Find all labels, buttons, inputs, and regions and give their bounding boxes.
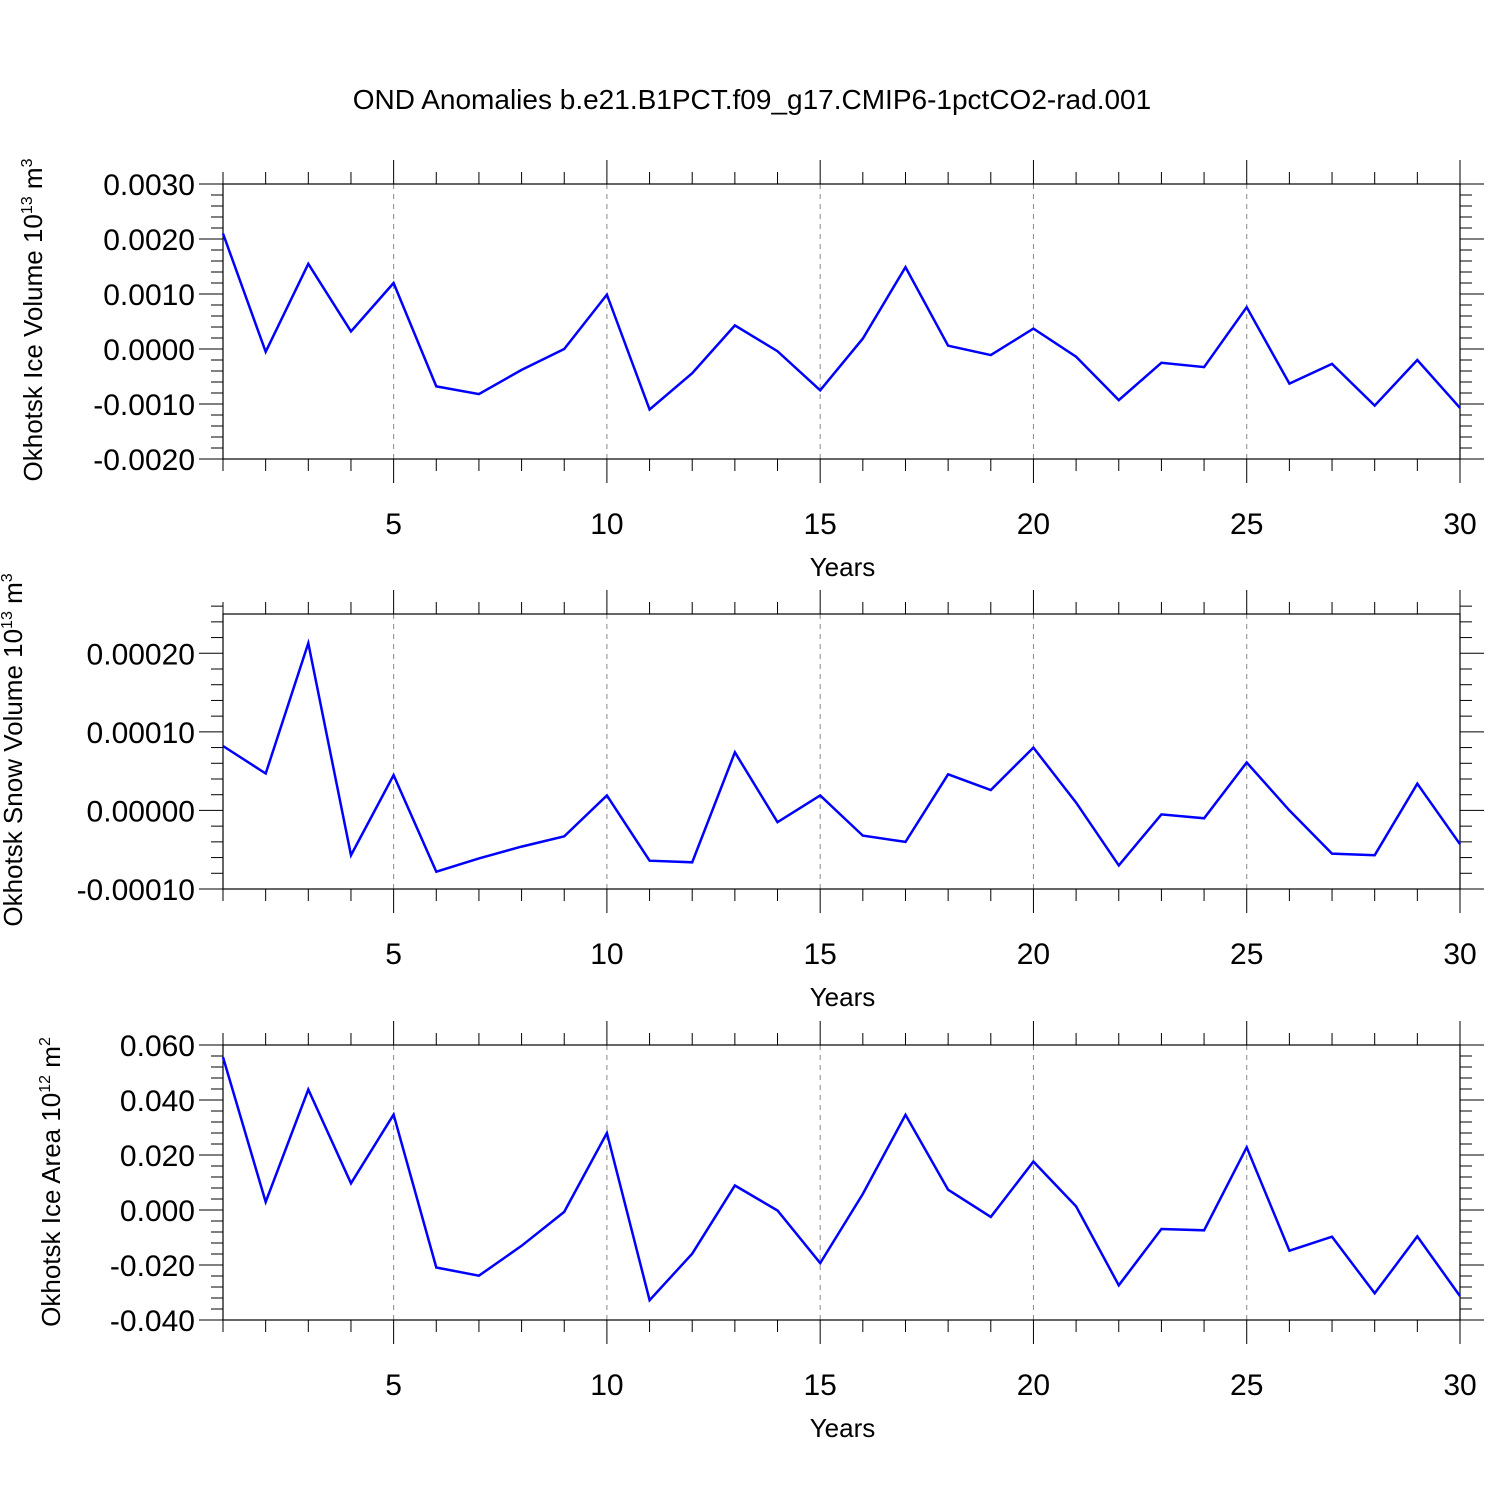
x-tick-label: 10	[590, 1369, 623, 1402]
y-tick-label: 0.00000	[87, 795, 195, 828]
y-tick-label: 0.000	[120, 1195, 195, 1228]
series-line	[222, 638, 1462, 874]
y-tick-label: 0.0010	[103, 279, 195, 312]
y-tick-label: 0.020	[120, 1140, 195, 1173]
y-axis-label: Okhotsk Snow Volume 1013 m3	[0, 573, 28, 926]
x-axis-label: Years	[810, 552, 876, 582]
x-tick-label: 25	[1230, 508, 1263, 541]
x-tick-label: 25	[1230, 938, 1263, 971]
plot-frame	[222, 1044, 1461, 1321]
x-tick-label: 10	[590, 508, 623, 541]
x-tick-label: 5	[385, 938, 402, 971]
x-tick-label: 20	[1017, 938, 1050, 971]
x-tick-label: 20	[1017, 1369, 1050, 1402]
y-tick-label: 0.00010	[87, 717, 195, 750]
y-tick-label: -0.0020	[93, 444, 195, 477]
y-tick-label: 0.0020	[103, 224, 195, 257]
x-tick-label: 15	[803, 508, 836, 541]
x-tick-label: 15	[803, 938, 836, 971]
plot-frame	[222, 613, 1461, 890]
x-tick-label: 15	[803, 1369, 836, 1402]
x-tick-label: 10	[590, 938, 623, 971]
x-tick-label: 30	[1443, 938, 1476, 971]
y-tick-label: -0.0010	[93, 389, 195, 422]
x-axis-label: Years	[810, 982, 876, 1012]
y-axis-label: Okhotsk Ice Volume 1013 m3	[18, 158, 48, 481]
y-tick-label: 0.00020	[87, 638, 195, 671]
x-axis-label: Years	[810, 1413, 876, 1443]
series-line	[221, 1056, 1462, 1303]
y-tick-label: -0.040	[110, 1305, 195, 1338]
x-tick-label: 30	[1443, 1369, 1476, 1402]
panel-3: -0.040 -0.020 0.000 0.020 0.040 0.060 5 10 15 20 2…	[36, 1021, 1484, 1443]
x-tick-label: 20	[1017, 508, 1050, 541]
panel-1: -0.0020 -0.0010 0.0000 0.0010 0.0020 0.0030 5 1…	[18, 158, 1484, 582]
y-tick-label: -0.020	[110, 1250, 195, 1283]
figure-title: OND Anomalies b.e21.B1PCT.f09_g17.CMIP6-…	[353, 84, 1151, 115]
x-tick-label: 25	[1230, 1369, 1263, 1402]
series-line	[221, 233, 1461, 412]
x-tick-label: 30	[1443, 508, 1476, 541]
y-tick-label: 0.040	[120, 1085, 195, 1118]
x-tick-label: 5	[385, 1369, 402, 1402]
y-tick-label: 0.0030	[103, 169, 195, 202]
plot-frame	[222, 183, 1461, 460]
y-tick-label: -0.00010	[77, 874, 195, 907]
y-tick-label: 0.060	[120, 1030, 195, 1063]
y-axis-label: Okhotsk Ice Area 1012 m2	[36, 1037, 66, 1327]
panel-2: -0.00010 0.00000 0.00010 0.00020 5 10 15 20 25 30…	[0, 573, 1484, 1012]
y-tick-label: 0.0000	[103, 334, 195, 367]
x-tick-label: 5	[385, 508, 402, 541]
